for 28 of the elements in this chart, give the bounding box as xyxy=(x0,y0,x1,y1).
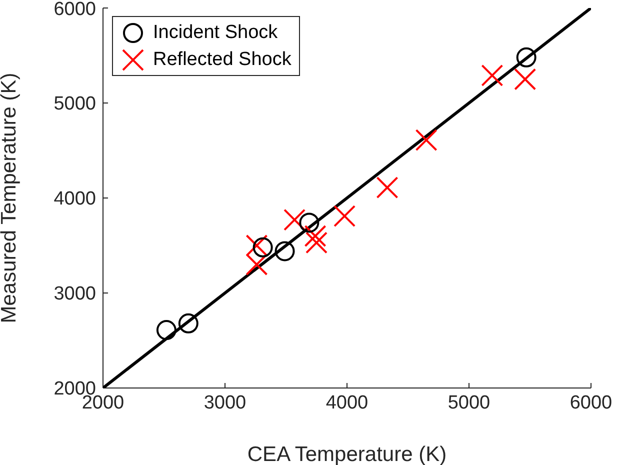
x-tick-label: 5000 xyxy=(448,392,490,414)
point xyxy=(516,47,536,68)
point xyxy=(299,212,320,233)
point xyxy=(246,234,268,256)
legend-label: Incident Shock xyxy=(153,21,278,45)
point xyxy=(306,232,328,254)
x-tick-label: 6000 xyxy=(570,392,612,414)
point xyxy=(481,64,504,86)
point xyxy=(178,313,198,334)
point xyxy=(304,225,326,247)
point xyxy=(274,241,295,262)
point xyxy=(156,320,176,340)
y-tick-label: 5000 xyxy=(54,94,96,115)
point xyxy=(246,254,268,276)
y-tick-label: 4000 xyxy=(54,188,96,210)
y-axis-title: Measured Temperature (K) xyxy=(0,72,20,324)
point xyxy=(334,205,356,228)
y-tick-label: 6000 xyxy=(54,0,96,20)
point xyxy=(284,208,306,231)
y-tick-label: 3000 xyxy=(54,284,96,305)
point xyxy=(252,237,273,258)
point xyxy=(415,129,438,152)
x-axis-title: CEA Temperature (K) xyxy=(247,443,447,465)
x-tick-label: 4000 xyxy=(326,392,368,414)
x-tick-label: 3000 xyxy=(204,392,246,414)
legend-label: Reflected Shock xyxy=(153,48,292,72)
point xyxy=(514,68,536,90)
point xyxy=(376,176,398,199)
